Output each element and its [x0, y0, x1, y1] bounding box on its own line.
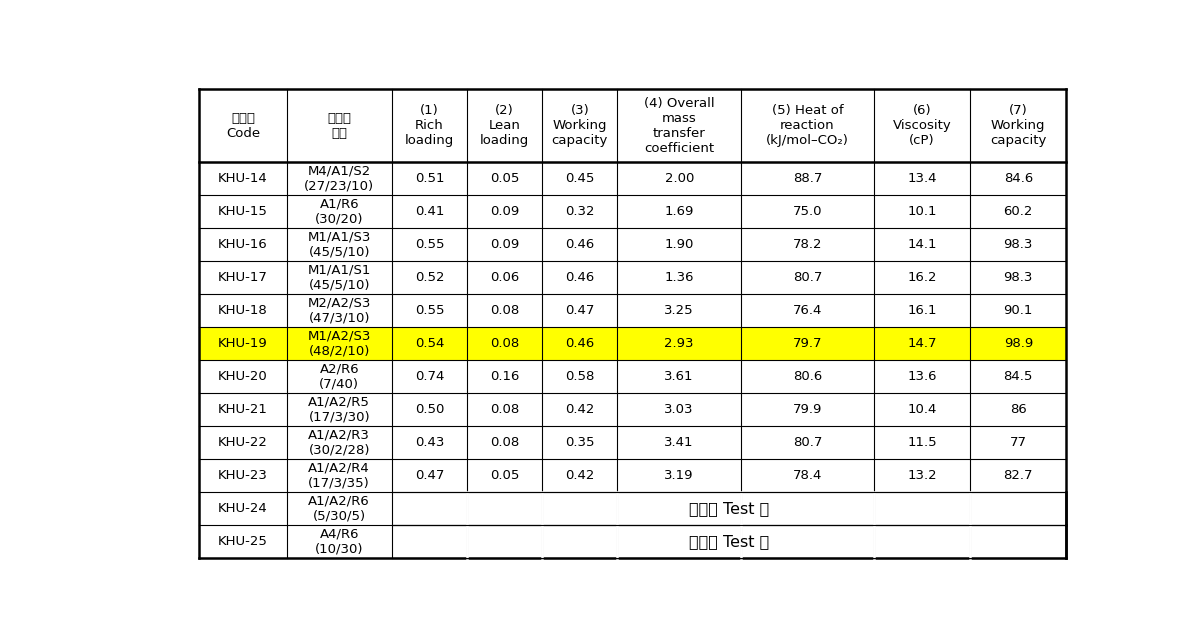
Text: 10.1: 10.1 — [907, 205, 937, 218]
Text: 0.35: 0.35 — [565, 436, 595, 449]
Text: 0.08: 0.08 — [490, 403, 519, 416]
Text: 2.00: 2.00 — [664, 172, 694, 185]
Text: (6)
Viscosity
(cP): (6) Viscosity (cP) — [892, 104, 952, 147]
Text: 0.58: 0.58 — [565, 370, 595, 383]
Text: KHU-14: KHU-14 — [218, 172, 268, 185]
Text: 13.4: 13.4 — [907, 172, 937, 185]
Text: 3.61: 3.61 — [664, 370, 694, 383]
Text: A1/A2/R6
(5/30/5): A1/A2/R6 (5/30/5) — [308, 495, 370, 522]
Text: 16.2: 16.2 — [907, 271, 937, 284]
Text: 0.05: 0.05 — [490, 469, 519, 482]
Text: KHU-15: KHU-15 — [218, 205, 268, 218]
Text: 0.46: 0.46 — [565, 271, 595, 284]
Text: 86: 86 — [1010, 403, 1027, 416]
Text: 0.45: 0.45 — [565, 172, 595, 185]
Text: 0.46: 0.46 — [565, 337, 595, 350]
Text: 77: 77 — [1010, 436, 1027, 449]
Text: 76.4: 76.4 — [793, 304, 822, 317]
Text: KHU-19: KHU-19 — [218, 337, 268, 350]
Text: 79.7: 79.7 — [793, 337, 822, 350]
Text: 0.05: 0.05 — [490, 172, 519, 185]
Text: 3.19: 3.19 — [664, 469, 694, 482]
Text: 에기연 Test 중: 에기연 Test 중 — [689, 534, 769, 549]
Text: (4) Overall
mass
transfer
coefficient: (4) Overall mass transfer coefficient — [644, 97, 714, 154]
Text: 0.09: 0.09 — [490, 238, 519, 251]
Text: KHU-16: KHU-16 — [218, 238, 268, 251]
Text: (5) Heat of
reaction
(kJ/mol–CO₂): (5) Heat of reaction (kJ/mol–CO₂) — [766, 104, 848, 147]
Text: KHU-23: KHU-23 — [218, 469, 268, 482]
Text: KHU-21: KHU-21 — [218, 403, 268, 416]
Text: A1/R6
(30/20): A1/R6 (30/20) — [315, 197, 363, 226]
Text: 98.3: 98.3 — [1003, 238, 1033, 251]
Text: 0.55: 0.55 — [415, 238, 444, 251]
Text: 흡수제
Code: 흡수제 Code — [226, 112, 261, 140]
Text: 78.2: 78.2 — [793, 238, 822, 251]
Text: 13.2: 13.2 — [907, 469, 937, 482]
Text: 2.93: 2.93 — [664, 337, 694, 350]
Text: KHU-17: KHU-17 — [218, 271, 268, 284]
Text: KHU-20: KHU-20 — [218, 370, 268, 383]
Text: 90.1: 90.1 — [1003, 304, 1033, 317]
Bar — [200, 327, 1066, 360]
Text: 14.1: 14.1 — [907, 238, 937, 251]
Text: 0.51: 0.51 — [415, 172, 444, 185]
Text: 13.6: 13.6 — [907, 370, 937, 383]
Text: 84.6: 84.6 — [1003, 172, 1033, 185]
Text: KHU-25: KHU-25 — [218, 535, 268, 548]
Text: 0.41: 0.41 — [415, 205, 444, 218]
Text: 10.4: 10.4 — [907, 403, 937, 416]
Text: 82.7: 82.7 — [1003, 469, 1033, 482]
Text: 0.47: 0.47 — [565, 304, 595, 317]
Text: 0.32: 0.32 — [565, 205, 595, 218]
Text: 0.55: 0.55 — [415, 304, 444, 317]
Text: 0.09: 0.09 — [490, 205, 519, 218]
Text: 0.16: 0.16 — [490, 370, 519, 383]
Text: (3)
Working
capacity: (3) Working capacity — [552, 104, 608, 147]
Text: 0.08: 0.08 — [490, 337, 519, 350]
Text: 3.03: 3.03 — [664, 403, 694, 416]
Text: M4/A1/S2
(27/23/10): M4/A1/S2 (27/23/10) — [305, 165, 375, 192]
Text: KHU-24: KHU-24 — [218, 502, 268, 515]
Text: A1/A2/R5
(17/3/30): A1/A2/R5 (17/3/30) — [308, 395, 370, 424]
Text: 80.6: 80.6 — [793, 370, 822, 383]
Text: 0.52: 0.52 — [415, 271, 444, 284]
Text: (2)
Lean
loading: (2) Lean loading — [480, 104, 530, 147]
Text: A2/R6
(7/40): A2/R6 (7/40) — [319, 363, 359, 390]
Text: 3.41: 3.41 — [664, 436, 694, 449]
Text: 88.7: 88.7 — [793, 172, 822, 185]
Text: (1)
Rich
loading: (1) Rich loading — [405, 104, 455, 147]
Text: 0.74: 0.74 — [415, 370, 444, 383]
Text: 75.0: 75.0 — [793, 205, 822, 218]
Text: 0.47: 0.47 — [415, 469, 444, 482]
Text: 0.42: 0.42 — [565, 403, 595, 416]
Text: 80.7: 80.7 — [793, 436, 822, 449]
Text: 0.08: 0.08 — [490, 436, 519, 449]
Text: 0.42: 0.42 — [565, 469, 595, 482]
Text: 0.06: 0.06 — [490, 271, 519, 284]
Text: KHU-22: KHU-22 — [218, 436, 268, 449]
Text: 14.7: 14.7 — [907, 337, 937, 350]
Text: A4/R6
(10/30): A4/R6 (10/30) — [315, 528, 363, 556]
Text: 0.54: 0.54 — [415, 337, 444, 350]
Text: M2/A2/S3
(47/3/10): M2/A2/S3 (47/3/10) — [307, 297, 371, 324]
Text: 79.9: 79.9 — [793, 403, 822, 416]
Text: 0.46: 0.46 — [565, 238, 595, 251]
Text: 84.5: 84.5 — [1003, 370, 1033, 383]
Text: KHU-18: KHU-18 — [218, 304, 268, 317]
Text: A1/A2/R3
(30/2/28): A1/A2/R3 (30/2/28) — [308, 429, 370, 456]
Text: 98.3: 98.3 — [1003, 271, 1033, 284]
Text: 80.7: 80.7 — [793, 271, 822, 284]
Text: 0.43: 0.43 — [415, 436, 444, 449]
Text: 11.5: 11.5 — [907, 436, 937, 449]
Text: 98.9: 98.9 — [1003, 337, 1033, 350]
Text: (7)
Working
capacity: (7) Working capacity — [990, 104, 1046, 147]
Text: 1.69: 1.69 — [664, 205, 694, 218]
Text: 에기연 Test 중: 에기연 Test 중 — [689, 501, 769, 516]
Text: 0.08: 0.08 — [490, 304, 519, 317]
Text: 흡수제
조성: 흡수제 조성 — [327, 112, 351, 140]
Text: 1.90: 1.90 — [664, 238, 694, 251]
Text: A1/A2/R4
(17/3/35): A1/A2/R4 (17/3/35) — [308, 462, 370, 490]
Text: 60.2: 60.2 — [1003, 205, 1033, 218]
Text: 0.50: 0.50 — [415, 403, 444, 416]
Text: 16.1: 16.1 — [907, 304, 937, 317]
